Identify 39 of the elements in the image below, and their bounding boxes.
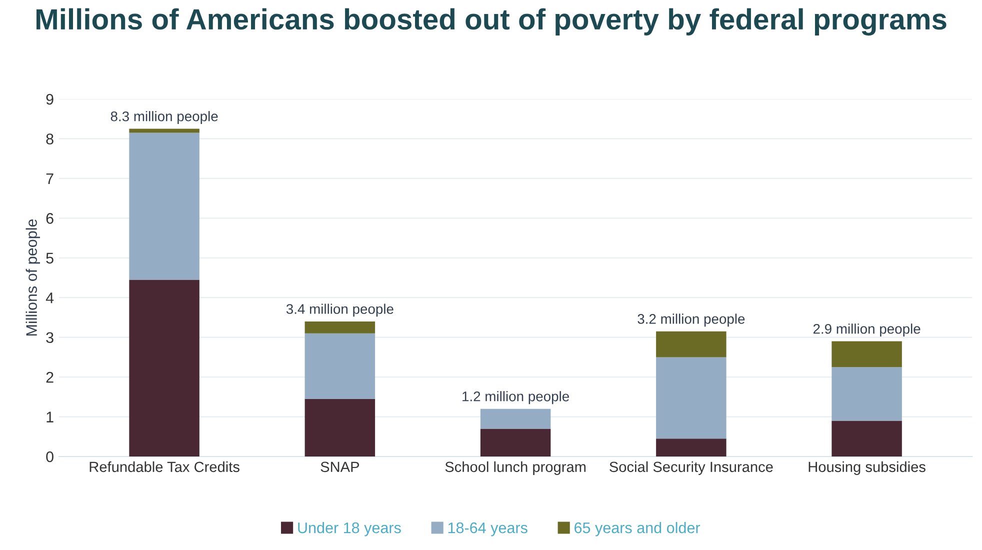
total-label: 8.3 million people <box>110 111 218 124</box>
x-tick-label: SNAP <box>320 462 360 472</box>
legend-label: Under 18 years <box>298 522 401 536</box>
y-axis-title: Millions of people <box>26 219 40 336</box>
bar <box>304 333 376 399</box>
bar <box>656 331 726 358</box>
chart-title: Millions of Americans boosted out of poverty by federal programs <box>36 8 946 36</box>
x-tick-label: Refundable Tax Credits <box>90 461 240 472</box>
y-tick-label: 8 <box>46 134 54 144</box>
bar <box>304 398 376 456</box>
bar <box>129 128 200 133</box>
bar <box>129 132 200 280</box>
total-label: 1.2 million people <box>462 391 569 404</box>
y-tick-label: 2 <box>46 372 54 383</box>
y-tick-label: 1 <box>46 412 54 422</box>
y-tick-label: 7 <box>46 173 54 184</box>
y-tick-label: 9 <box>46 94 54 105</box>
x-tick-label: Housing subsidies <box>808 461 926 475</box>
bar <box>656 357 726 439</box>
legend-label: 65 years and older <box>574 522 700 536</box>
bar <box>304 321 376 334</box>
x-tick-label: School lunch program <box>445 461 586 475</box>
bar <box>480 408 551 429</box>
legend-label: 18-64 years <box>448 522 528 536</box>
total-label: 3.2 million people <box>638 314 745 327</box>
y-tick-label: 5 <box>46 252 54 264</box>
bar <box>480 428 551 456</box>
y-tick-label: 3 <box>46 332 54 344</box>
bar <box>832 367 902 421</box>
bar <box>832 341 902 368</box>
x-tick-label: Social Security Insurance <box>610 461 773 475</box>
y-tick-label: 4 <box>46 292 54 304</box>
total-label: 2.9 million people <box>813 324 920 337</box>
bar <box>129 280 200 456</box>
bar <box>656 438 726 456</box>
y-tick-label: 0 <box>46 451 54 462</box>
bar <box>832 420 902 456</box>
total-label: 3.4 million people <box>286 304 394 317</box>
y-tick-label: 6 <box>46 213 54 224</box>
